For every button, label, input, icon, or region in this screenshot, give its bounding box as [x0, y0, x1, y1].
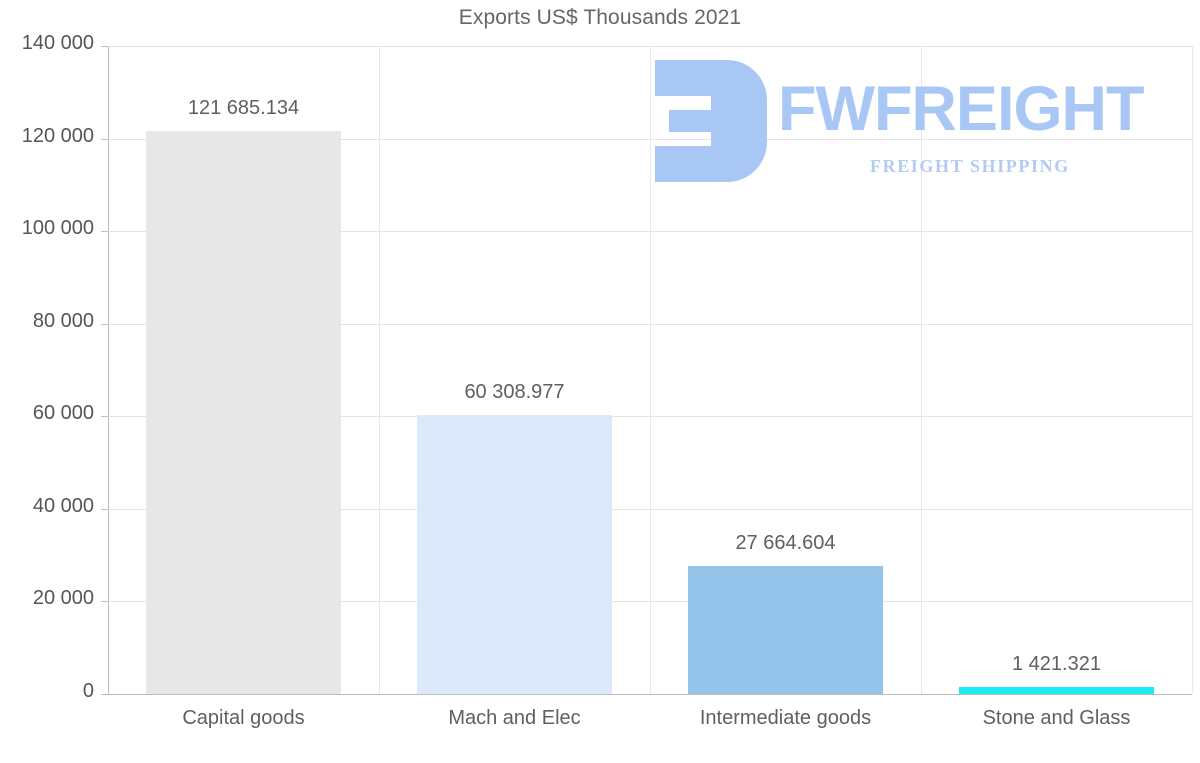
x-axis-tick-label: Intermediate goods	[699, 707, 872, 729]
plot-area	[108, 46, 1193, 695]
x-axis-tick-label: Capital goods	[182, 707, 305, 729]
bar-value-label: 121 685.134	[187, 96, 300, 119]
y-axis-line	[108, 46, 109, 694]
bar[interactable]	[687, 565, 884, 694]
bar-value-label: 27 664.604	[735, 531, 836, 554]
y-axis-tick-mark	[101, 138, 108, 140]
y-axis-tick-label: 100 000	[21, 217, 94, 240]
gridline-vertical	[379, 46, 380, 694]
y-axis-tick-mark	[101, 46, 108, 47]
bar-value-label: 60 308.977	[464, 380, 565, 403]
gridline-vertical	[1192, 46, 1193, 694]
gridline-vertical	[921, 46, 922, 694]
x-axis-tick-label: Mach and Elec	[448, 707, 581, 729]
bar-value-label: 1 421.321	[1012, 653, 1101, 676]
y-axis-tick-label: 120 000	[21, 124, 94, 147]
gridline-vertical	[650, 46, 651, 694]
y-axis-tick-mark	[101, 601, 108, 603]
x-axis-baseline	[108, 694, 1192, 695]
bar[interactable]	[416, 414, 613, 694]
y-axis-tick-label: 60 000	[32, 402, 94, 425]
y-axis-tick-label: 40 000	[32, 494, 94, 517]
y-axis-tick-mark	[101, 508, 108, 510]
y-axis-tick-label: 140 000	[21, 32, 94, 54]
y-axis-tick-label: 20 000	[32, 587, 94, 610]
y-axis-tick-label: 0	[82, 680, 94, 702]
y-axis-tick-mark	[101, 694, 108, 695]
bar[interactable]	[958, 687, 1155, 694]
x-axis-tick-label: Stone and Glass	[982, 707, 1131, 729]
y-axis-tick-mark	[101, 323, 108, 325]
y-axis-tick-label: 80 000	[32, 309, 94, 332]
y-axis-tick-mark	[101, 231, 108, 233]
y-axis-tick-mark	[101, 416, 108, 418]
bar[interactable]	[145, 130, 342, 694]
chart-title: Exports US$ Thousands 2021	[458, 6, 742, 29]
